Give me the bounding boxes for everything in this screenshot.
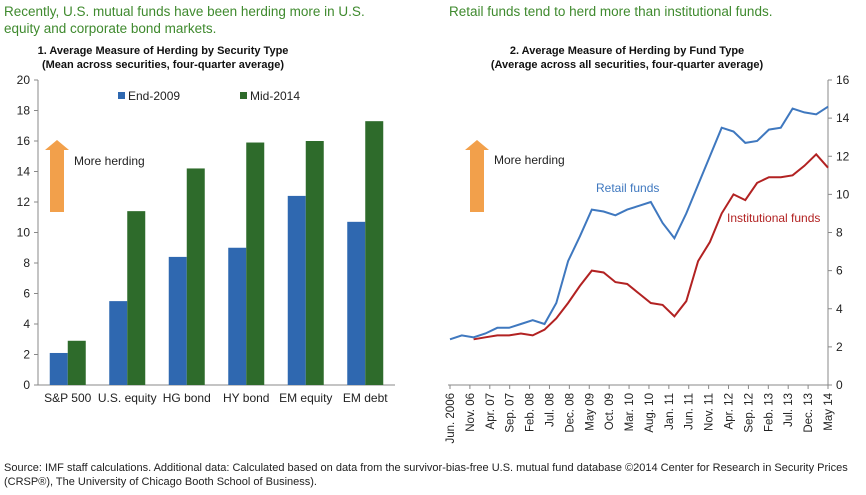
legend-swatch [118, 92, 125, 99]
y-tick-label: 6 [23, 287, 30, 301]
right-chart-title-block: 2. Average Measure of Herding by Fund Ty… [462, 44, 792, 72]
bar-end-2009 [228, 247, 247, 385]
x-tick-label: Jan. 11 [664, 393, 676, 430]
y-tick-label: 14 [836, 111, 850, 125]
y-tick-label: 2 [23, 348, 30, 362]
y-tick-label: 0 [836, 378, 843, 392]
y-tick-label: 8 [23, 256, 30, 270]
bar-end-2009 [287, 195, 306, 385]
x-tick-label: Sep. 12 [743, 393, 755, 433]
up-arrow-icon [45, 140, 69, 212]
series-label-institutional: Institutional funds [727, 211, 820, 225]
x-category-label: HY bond [223, 391, 269, 405]
right-headline: Retail funds tend to herd more than inst… [449, 4, 773, 19]
y-tick-label: 18 [17, 104, 31, 118]
x-tick-label: Sep. 07 [505, 393, 517, 433]
x-tick-label: Apr. 12 [724, 393, 736, 429]
legend-label: End-2009 [128, 89, 180, 103]
y-tick-label: 4 [23, 317, 30, 331]
x-tick-label: Jul. 08 [544, 393, 556, 427]
y-tick-label: 8 [836, 226, 843, 240]
annotation-more-herding: More herding [494, 153, 565, 167]
x-tick-label: Nov. 06 [465, 393, 477, 432]
line-institutional-funds [473, 152, 829, 341]
x-tick-label: Oct. 09 [604, 393, 616, 430]
x-tick-label: Dec. 13 [803, 393, 815, 433]
bar-mid-2014 [186, 168, 205, 385]
line-retail-funds [449, 105, 829, 341]
x-tick-label: Dec. 08 [564, 393, 576, 433]
bar-mid-2014 [246, 142, 265, 385]
y-tick-label: 6 [836, 264, 843, 278]
bar-mid-2014 [67, 340, 86, 385]
bar-end-2009 [49, 352, 68, 385]
bar-mid-2014 [365, 121, 384, 386]
x-tick-label: Apr. 07 [485, 393, 497, 429]
x-category-label: U.S. equity [98, 391, 157, 405]
x-category-label: HG bond [163, 391, 211, 405]
y-tick-label: 4 [836, 302, 843, 316]
y-tick-label: 0 [23, 378, 30, 392]
x-tick-label: Nov. 11 [704, 393, 716, 431]
y-tick-label: 16 [836, 73, 850, 87]
bar-mid-2014 [305, 141, 324, 385]
y-tick-label: 2 [836, 340, 843, 354]
x-tick-label: May 09 [584, 393, 596, 431]
series-label-retail: Retail funds [596, 181, 659, 195]
x-category-label: EM debt [343, 391, 388, 405]
bar-end-2009 [347, 221, 366, 385]
y-tick-label: 16 [17, 134, 31, 148]
legend-label: Mid-2014 [250, 89, 300, 103]
y-tick-label: 12 [836, 149, 850, 163]
x-category-label: EM equity [279, 391, 332, 405]
bar-end-2009 [168, 256, 187, 385]
up-arrow-icon [465, 140, 489, 212]
annotation-more-herding: More herding [74, 154, 145, 168]
y-tick-label: 10 [836, 187, 850, 201]
x-tick-label: Aug. 10 [644, 393, 656, 433]
y-tick-label: 12 [17, 195, 31, 209]
bar-end-2009 [109, 301, 128, 385]
x-tick-label: Jun. 11 [684, 393, 696, 430]
y-tick-label: 20 [17, 73, 31, 87]
x-tick-label: Feb. 13 [763, 393, 775, 432]
left-chart-title-block: 1. Average Measure of Herding by Securit… [18, 44, 308, 72]
x-tick-label: May 14 [823, 392, 835, 430]
bar-chart-security-type: 0 2 4 6 8 10 12 14 16 18 20 S&P 500 U.S. equity HG bo… [17, 73, 395, 405]
right-chart-subtitle: (Average across all securities, four-qua… [490, 59, 764, 71]
bar-mid-2014 [127, 211, 146, 385]
legend-swatch [240, 92, 247, 99]
left-chart-title: 1. Average Measure of Herding by Securit… [37, 45, 289, 57]
x-tick-label: Feb. 08 [525, 393, 537, 432]
x-tick-label: Mar. 10 [624, 393, 636, 431]
x-tick-label: Jul. 13 [783, 393, 795, 427]
x-category-label: S&P 500 [44, 391, 91, 405]
x-tick-label: Jun. 2006 [445, 393, 457, 444]
y-tick-label: 14 [17, 165, 31, 179]
right-chart-title: 2. Average Measure of Herding by Fund Ty… [509, 45, 745, 57]
y-tick-label: 10 [17, 226, 31, 240]
left-chart-subtitle: (Mean across securities, four-quarter av… [41, 59, 285, 71]
left-headline: Recently, U.S. mutual funds have been he… [4, 4, 365, 36]
line-chart-fund-type: 0 2 4 6 8 10 12 14 16 Jun. 2006 Nov. 06 Apr. 07 Sep.… [445, 73, 850, 444]
source-footnote: Source: IMF staff calculations. Addition… [4, 462, 848, 488]
